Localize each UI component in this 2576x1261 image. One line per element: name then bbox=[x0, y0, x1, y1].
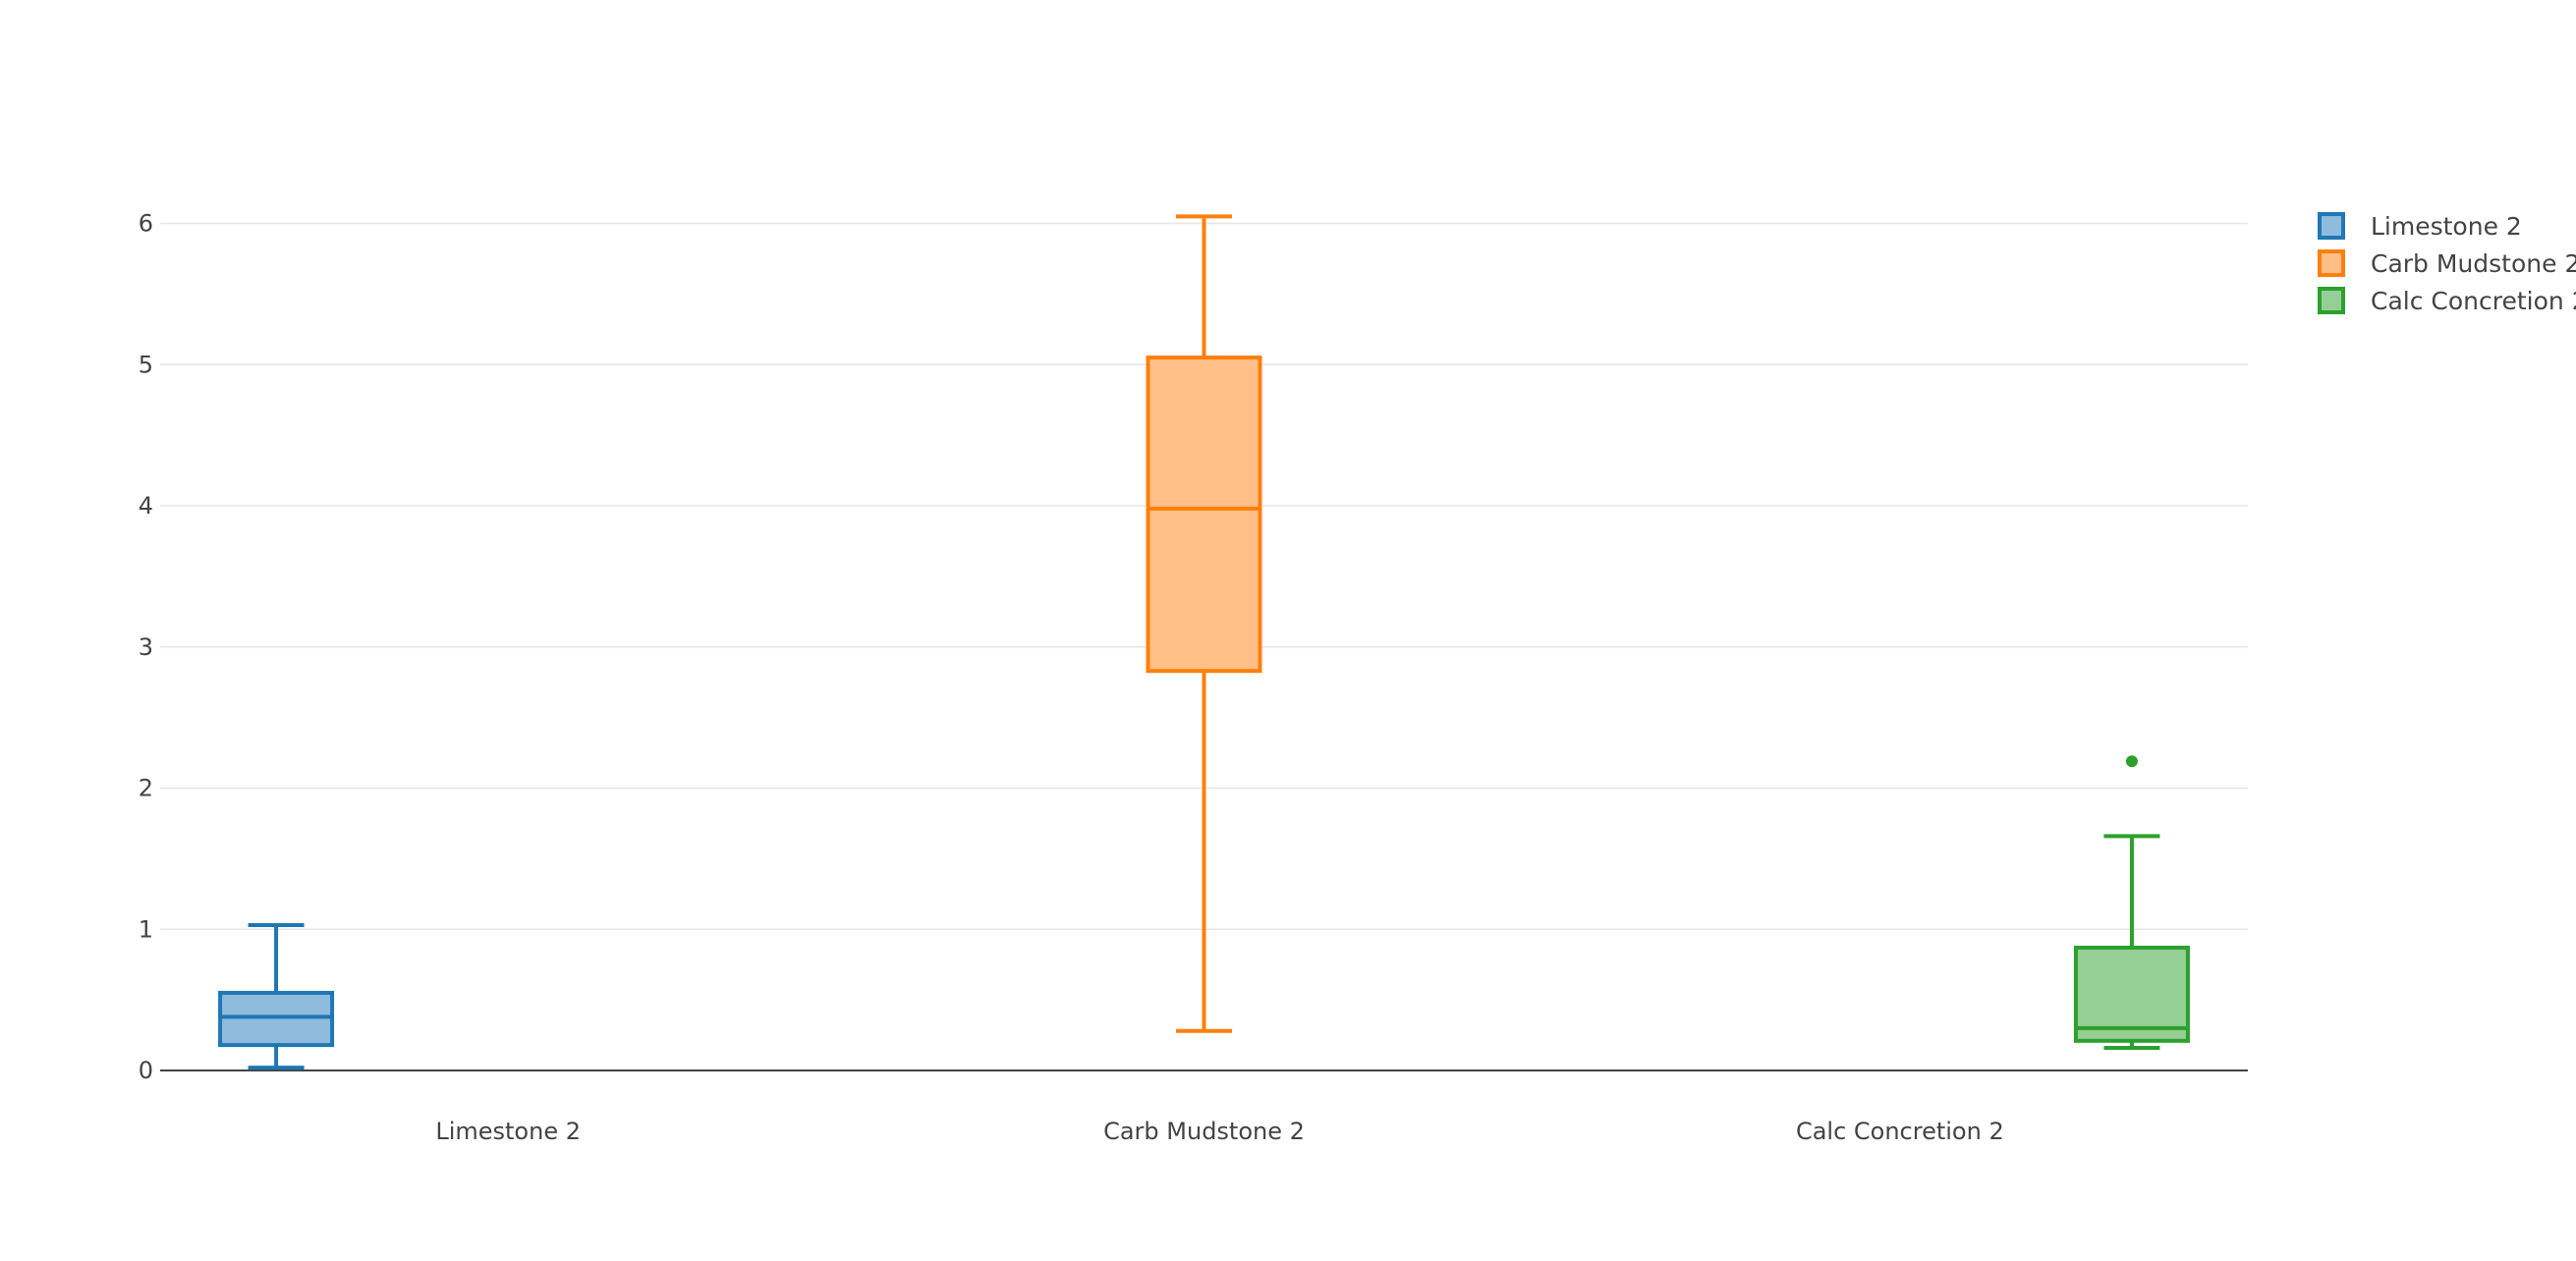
box-limestone-2 bbox=[218, 922, 335, 1070]
interquartile-box bbox=[218, 990, 335, 1048]
legend-item[interactable]: Limestone 2 bbox=[2318, 212, 2522, 241]
y-tick-label: 5 bbox=[139, 351, 153, 378]
y-tick-label: 1 bbox=[139, 915, 153, 943]
y-axis-ticks: 0 1 2 3 4 5 6 bbox=[139, 210, 153, 1085]
legend-label: Carb Mudstone 2 bbox=[2371, 249, 2576, 278]
legend-label: Limestone 2 bbox=[2371, 212, 2522, 241]
x-axis-ticks: Limestone 2 Carb Mudstone 2 Calc Concretio… bbox=[435, 1118, 2003, 1145]
legend[interactable]: Limestone 2 Carb Mudstone 2 Calc Concretio… bbox=[2318, 212, 2576, 315]
legend-swatch bbox=[2318, 249, 2345, 277]
y-tick-label: 6 bbox=[139, 210, 153, 238]
box-carb-mudstone-2 bbox=[1146, 214, 1262, 1033]
legend-item[interactable]: Calc Concretion 2 bbox=[2318, 287, 2576, 315]
y-tick-label: 3 bbox=[139, 633, 153, 661]
interquartile-box bbox=[1146, 356, 1262, 674]
interquartile-box bbox=[2073, 945, 2190, 1043]
box-calc-concretion-2 bbox=[2073, 755, 2190, 1050]
legend-swatch bbox=[2318, 287, 2345, 314]
box-plots bbox=[218, 214, 2190, 1070]
x-tick-label: Carb Mudstone 2 bbox=[1103, 1118, 1305, 1145]
legend-item[interactable]: Carb Mudstone 2 bbox=[2318, 249, 2576, 278]
y-tick-label: 2 bbox=[139, 775, 153, 802]
y-tick-label: 0 bbox=[139, 1057, 153, 1084]
outlier-point bbox=[2125, 755, 2138, 768]
legend-swatch bbox=[2318, 212, 2345, 240]
x-tick-label: Calc Concretion 2 bbox=[1796, 1118, 2004, 1145]
x-tick-label: Limestone 2 bbox=[435, 1118, 581, 1145]
legend-label: Calc Concretion 2 bbox=[2371, 287, 2576, 315]
y-tick-label: 4 bbox=[139, 492, 153, 520]
